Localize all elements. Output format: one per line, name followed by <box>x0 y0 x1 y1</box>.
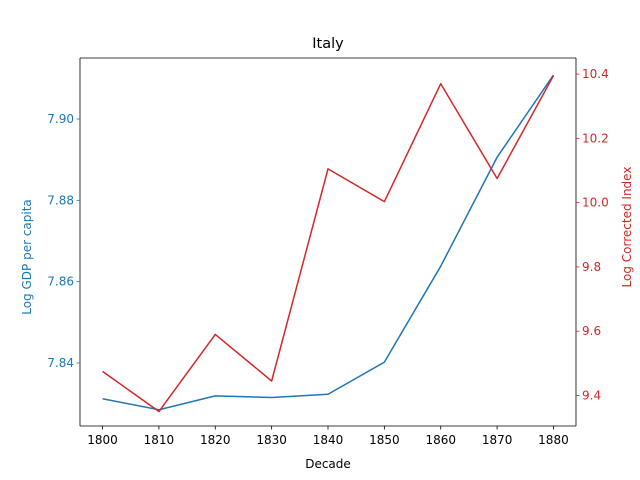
x-tick-label: 1880 <box>538 433 569 447</box>
y-right-tick-label: 10.2 <box>582 131 609 145</box>
y-right-tick-label: 9.6 <box>582 324 601 338</box>
y-left-tick-label: 7.84 <box>47 356 74 370</box>
x-tick-label: 1830 <box>256 433 287 447</box>
y-axis-left: 7.84 7.86 7.88 7.90 <box>47 112 80 370</box>
y-right-tick-label: 9.4 <box>582 388 601 402</box>
x-tick-label: 1870 <box>482 433 513 447</box>
y-left-tick-label: 7.86 <box>47 275 74 289</box>
y-right-tick-label: 9.8 <box>582 260 601 274</box>
series-layer <box>102 74 555 413</box>
gdp-per-capita-line <box>102 74 555 411</box>
x-axis-label: Decade <box>305 457 351 471</box>
x-tick-label: 1840 <box>313 433 344 447</box>
corrected-index-line <box>102 75 555 413</box>
y-right-tick-label: 10.0 <box>582 196 609 210</box>
y-left-tick-label: 7.88 <box>47 193 74 207</box>
x-axis: 1800 1810 1820 1830 1840 1850 1860 1870 1880 <box>87 426 569 447</box>
y-axis-left-label: Log GDP per capita <box>20 199 34 315</box>
y-axis-right: 9.4 9.6 9.8 10.0 10.2 10.4 <box>576 67 609 402</box>
x-tick-label: 1810 <box>144 433 175 447</box>
chart-title: Italy <box>312 36 344 52</box>
x-tick-label: 1800 <box>87 433 118 447</box>
x-tick-label: 1860 <box>425 433 456 447</box>
x-tick-label: 1850 <box>369 433 400 447</box>
y-axis-right-label: Log Corrected Index <box>620 167 634 288</box>
y-left-tick-label: 7.90 <box>47 112 74 126</box>
plot-frame <box>79 57 577 427</box>
y-right-tick-label: 10.4 <box>582 67 609 81</box>
x-tick-label: 1820 <box>200 433 231 447</box>
